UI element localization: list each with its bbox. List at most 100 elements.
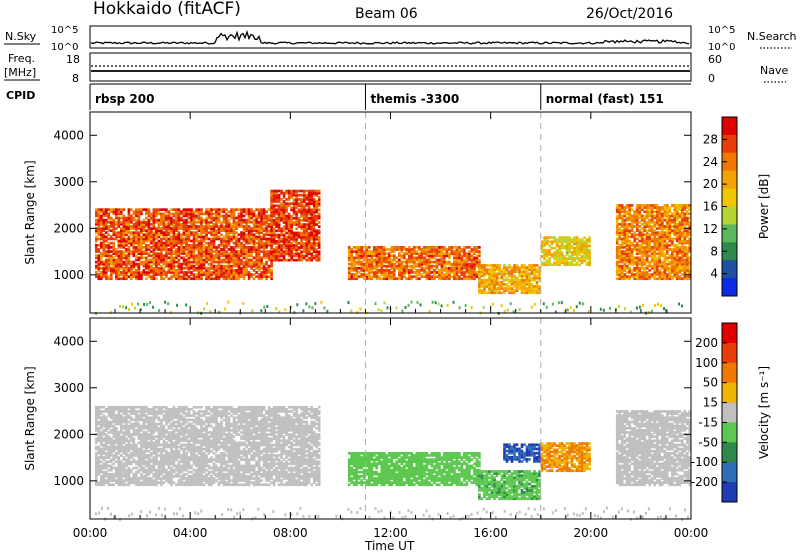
data-cell: [428, 258, 431, 262]
data-cell: [478, 291, 481, 295]
data-cell: [180, 256, 183, 260]
data-cell: [227, 237, 231, 241]
data-cell: [518, 283, 521, 286]
data-cell: [177, 252, 181, 255]
data-cell: [678, 241, 682, 245]
data-cell: [110, 275, 113, 278]
data-cell: [265, 250, 268, 253]
data-cell: [533, 278, 536, 282]
data-cell: [418, 254, 421, 258]
data-cell: [175, 220, 178, 224]
data-cell: [683, 206, 687, 209]
data-cell: [245, 235, 248, 239]
data-cell: [656, 302, 659, 306]
data-cell: [135, 235, 138, 239]
data-cell: [97, 237, 101, 241]
data-cell: [200, 216, 203, 220]
data-cell: [475, 260, 479, 264]
data-cell: [107, 229, 111, 232]
data-cell: [630, 252, 634, 255]
data-cell: [162, 214, 166, 218]
data-cell: [267, 250, 271, 253]
data-cell: [307, 221, 311, 224]
data-cell: [528, 285, 531, 288]
data-cell: [272, 189, 276, 193]
data-cell: [671, 214, 674, 218]
data-cell: [615, 262, 619, 266]
data-cell: [317, 246, 321, 249]
data-cell: [212, 225, 216, 228]
data-cell: [540, 261, 544, 265]
data-cell: [490, 291, 494, 295]
data-cell: [470, 256, 474, 260]
data-cell: [262, 252, 266, 255]
data-cell: [130, 233, 133, 237]
data-cell: [688, 223, 692, 226]
data-cell: [272, 258, 276, 262]
data-cell: [640, 273, 644, 276]
data-cell: [683, 246, 687, 249]
data-cell: [237, 239, 241, 243]
data-cell: [678, 266, 682, 270]
data-cell: [230, 275, 233, 278]
data-cell: [676, 237, 679, 241]
data-cell: [628, 271, 631, 274]
data-cell: [167, 227, 171, 230]
data-cell: [307, 235, 311, 239]
data-cell: [628, 256, 631, 260]
data-cell: [560, 255, 564, 258]
data-cell: [257, 231, 261, 234]
data-cell: [100, 479, 103, 482]
data-cell: [190, 223, 193, 226]
data-cell: [443, 262, 446, 266]
data-cell: [202, 260, 206, 264]
data-cell: [428, 256, 431, 260]
data-cell: [197, 216, 201, 220]
data-cell: [270, 208, 273, 212]
data-cell: [312, 242, 316, 245]
data-cell: [618, 208, 621, 211]
data-cell: [195, 235, 198, 239]
data-cell: [187, 227, 191, 230]
data-cell: [185, 237, 188, 241]
data-cell: [232, 214, 236, 218]
data-cell: [302, 189, 306, 193]
data-cell: [142, 225, 146, 228]
data-cell: [438, 262, 441, 266]
data-cell: [252, 264, 256, 268]
data-cell: [305, 248, 308, 251]
data-cell: [307, 242, 311, 245]
data-cell: [122, 225, 126, 228]
data-cell: [117, 250, 121, 253]
data-cell: [676, 208, 679, 211]
data-cell: [681, 235, 684, 239]
data-cell: [290, 193, 293, 197]
data-cell: [357, 275, 361, 278]
data-cell: [505, 272, 509, 276]
data-cell: [142, 256, 146, 260]
data-cell: [548, 253, 551, 256]
data-cell: [560, 253, 564, 256]
data-cell: [192, 235, 196, 239]
data-cell: [550, 253, 554, 256]
data-cell: [237, 262, 241, 266]
data-cell: [483, 291, 486, 295]
data-cell: [187, 254, 191, 258]
data-cell: [162, 227, 166, 230]
data-cell: [625, 216, 629, 220]
data-cell: [297, 254, 301, 258]
data-cell: [127, 231, 131, 234]
data-cell: [580, 246, 584, 250]
data-cell: [117, 275, 121, 278]
data-cell: [554, 310, 557, 314]
data-cell: [232, 235, 236, 239]
data-cell: [222, 271, 226, 274]
data-cell: [147, 220, 151, 224]
data-cell: [458, 246, 461, 249]
data-cell: [470, 275, 474, 278]
data-cell: [115, 210, 118, 214]
data-cell: [149, 301, 152, 305]
data-cell: [443, 256, 446, 260]
data-cell: [671, 271, 674, 274]
data-cell: [563, 255, 566, 258]
